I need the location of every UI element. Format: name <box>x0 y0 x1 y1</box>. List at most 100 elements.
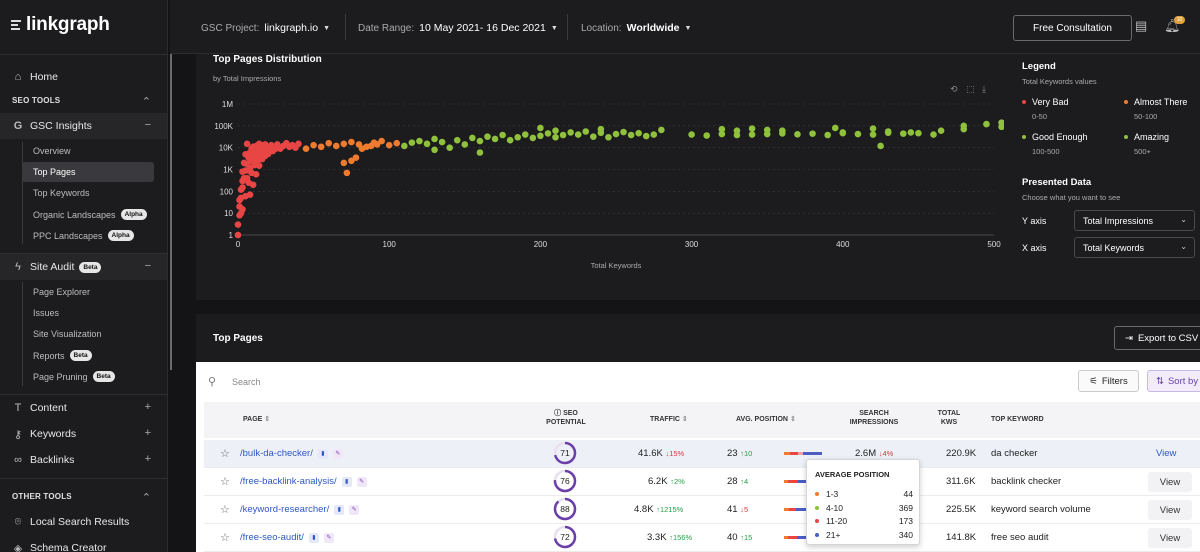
data-point[interactable] <box>245 179 252 186</box>
data-point[interactable] <box>574 131 582 138</box>
data-point[interactable] <box>650 131 658 138</box>
data-point[interactable] <box>658 126 665 134</box>
position-distribution-bar[interactable] <box>784 452 822 455</box>
col-traffic[interactable]: TRAFFIC ⇕ <box>650 416 688 425</box>
data-point[interactable] <box>854 130 862 138</box>
table-row[interactable]: ☆ /keyword-researcher/▮ ✎ 88 4.8K ↑1215% … <box>204 496 1200 524</box>
star-icon[interactable]: ☆ <box>220 448 230 460</box>
nav-home[interactable]: ⌂ Home <box>12 71 58 83</box>
data-point[interactable] <box>748 125 756 132</box>
data-point[interactable] <box>234 221 242 228</box>
download-icon[interactable]: ⤓ <box>982 85 986 95</box>
data-point[interactable] <box>295 140 302 148</box>
data-point[interactable] <box>552 133 559 141</box>
sidebar-item-top-keywords[interactable]: Top Keywords <box>33 188 90 198</box>
data-point[interactable] <box>348 138 355 146</box>
filters-button[interactable]: ⚟ Filters <box>1078 370 1139 392</box>
data-point[interactable] <box>416 137 423 145</box>
y-axis-select[interactable]: Total Impressions ⌄ <box>1074 210 1195 231</box>
fullscreen-icon[interactable]: ⬚ <box>966 85 975 95</box>
data-point[interactable] <box>915 129 922 137</box>
nav-schema-creator[interactable]: ◈ Schema Creator <box>12 542 107 552</box>
data-point[interactable] <box>431 135 438 143</box>
chart-icon[interactable]: ▮ <box>308 532 319 543</box>
sidebar-item-top-pages[interactable]: Top Pages <box>33 167 76 177</box>
data-point[interactable] <box>438 138 446 146</box>
data-point[interactable] <box>234 231 242 239</box>
wrench-icon[interactable]: ✎ <box>332 448 343 459</box>
data-point[interactable] <box>552 127 559 134</box>
data-point[interactable] <box>748 131 756 138</box>
data-point[interactable] <box>352 154 360 161</box>
data-point[interactable] <box>239 206 246 213</box>
wrench-icon[interactable]: ✎ <box>356 476 367 487</box>
data-point[interactable] <box>461 141 469 148</box>
data-point[interactable] <box>869 131 877 138</box>
data-point[interactable] <box>779 127 786 134</box>
data-point[interactable] <box>998 119 1004 126</box>
data-point[interactable] <box>373 141 381 148</box>
star-icon[interactable]: ☆ <box>220 504 230 516</box>
data-point[interactable] <box>367 142 375 150</box>
data-point[interactable] <box>567 129 574 136</box>
data-point[interactable] <box>884 128 892 135</box>
data-point[interactable] <box>703 132 711 139</box>
data-point[interactable] <box>907 129 915 136</box>
export-csv-button[interactable]: ⇥ Export to CSV <box>1114 326 1200 350</box>
data-point[interactable] <box>431 146 438 154</box>
data-point[interactable] <box>763 126 771 134</box>
sidebar-item-site-visualization[interactable]: Site Visualization <box>33 329 101 339</box>
restore-icon[interactable]: ⟲ <box>950 85 958 95</box>
col-avg-position[interactable]: AVG. POSITION ⇕ <box>736 416 796 425</box>
seo-tools-collapse-icon[interactable]: ⌃ <box>141 96 151 108</box>
sort-by-button[interactable]: ⇅ Sort by <box>1147 370 1200 392</box>
star-icon[interactable]: ☆ <box>220 476 230 488</box>
data-point[interactable] <box>491 135 499 143</box>
data-point[interactable] <box>642 132 650 140</box>
view-link[interactable]: View <box>1156 448 1177 459</box>
data-point[interactable] <box>869 125 877 132</box>
gsc-collapse-icon[interactable]: − <box>144 119 151 131</box>
data-point[interactable] <box>385 141 393 149</box>
table-row[interactable]: ☆ /bulk-da-checker/ ▮ ✎ 71 41.6K ↓15% 23 ↑… <box>204 440 1200 468</box>
data-point[interactable] <box>469 134 476 142</box>
star-icon[interactable]: ☆ <box>220 532 230 544</box>
data-point[interactable] <box>446 144 453 151</box>
data-point[interactable] <box>254 157 261 164</box>
nav-backlinks[interactable]: ∞ Backlinks <box>12 454 74 466</box>
col-page[interactable]: PAGE ⇕ <box>243 416 270 425</box>
data-point[interactable] <box>688 131 695 138</box>
data-point[interactable] <box>476 137 484 145</box>
data-point[interactable] <box>612 130 620 138</box>
keywords-expand-icon[interactable]: + <box>144 427 151 439</box>
sidebar-item-ppc-landscapes[interactable]: PPC Landscapes Alpha <box>33 230 134 241</box>
chart-icon[interactable]: ▮ <box>317 448 328 459</box>
data-point[interactable] <box>529 134 537 142</box>
page-url-link[interactable]: /free-backlink-analysis/ ▮ ✎ <box>240 476 367 487</box>
data-point[interactable] <box>590 133 597 140</box>
data-point[interactable] <box>484 133 491 140</box>
data-point[interactable] <box>243 140 251 148</box>
data-point[interactable] <box>236 196 243 204</box>
sidebar-item-page-explorer[interactable]: Page Explorer <box>33 287 90 297</box>
data-point[interactable] <box>809 130 816 137</box>
data-point[interactable] <box>620 128 627 136</box>
data-point[interactable] <box>960 122 968 130</box>
data-point[interactable] <box>506 136 514 144</box>
data-point[interactable] <box>937 127 945 134</box>
data-point[interactable] <box>930 131 937 138</box>
logo[interactable]: linkgraph <box>11 14 110 36</box>
data-point[interactable] <box>824 131 831 139</box>
col-total-kws[interactable]: TOTAL KWS <box>934 410 964 427</box>
data-point[interactable] <box>537 124 544 132</box>
data-point[interactable] <box>239 184 246 191</box>
data-point[interactable] <box>423 140 431 148</box>
data-point[interactable] <box>242 192 249 200</box>
data-point[interactable] <box>899 130 907 137</box>
page-url-link[interactable]: /bulk-da-checker/ ▮ ✎ <box>240 448 343 459</box>
sidebar-item-issues[interactable]: Issues <box>33 308 59 318</box>
data-point[interactable] <box>537 132 544 140</box>
data-point[interactable] <box>597 125 605 133</box>
data-point[interactable] <box>310 141 317 149</box>
col-search-impressions[interactable]: SEARCH IMPRESSIONS <box>844 410 904 427</box>
